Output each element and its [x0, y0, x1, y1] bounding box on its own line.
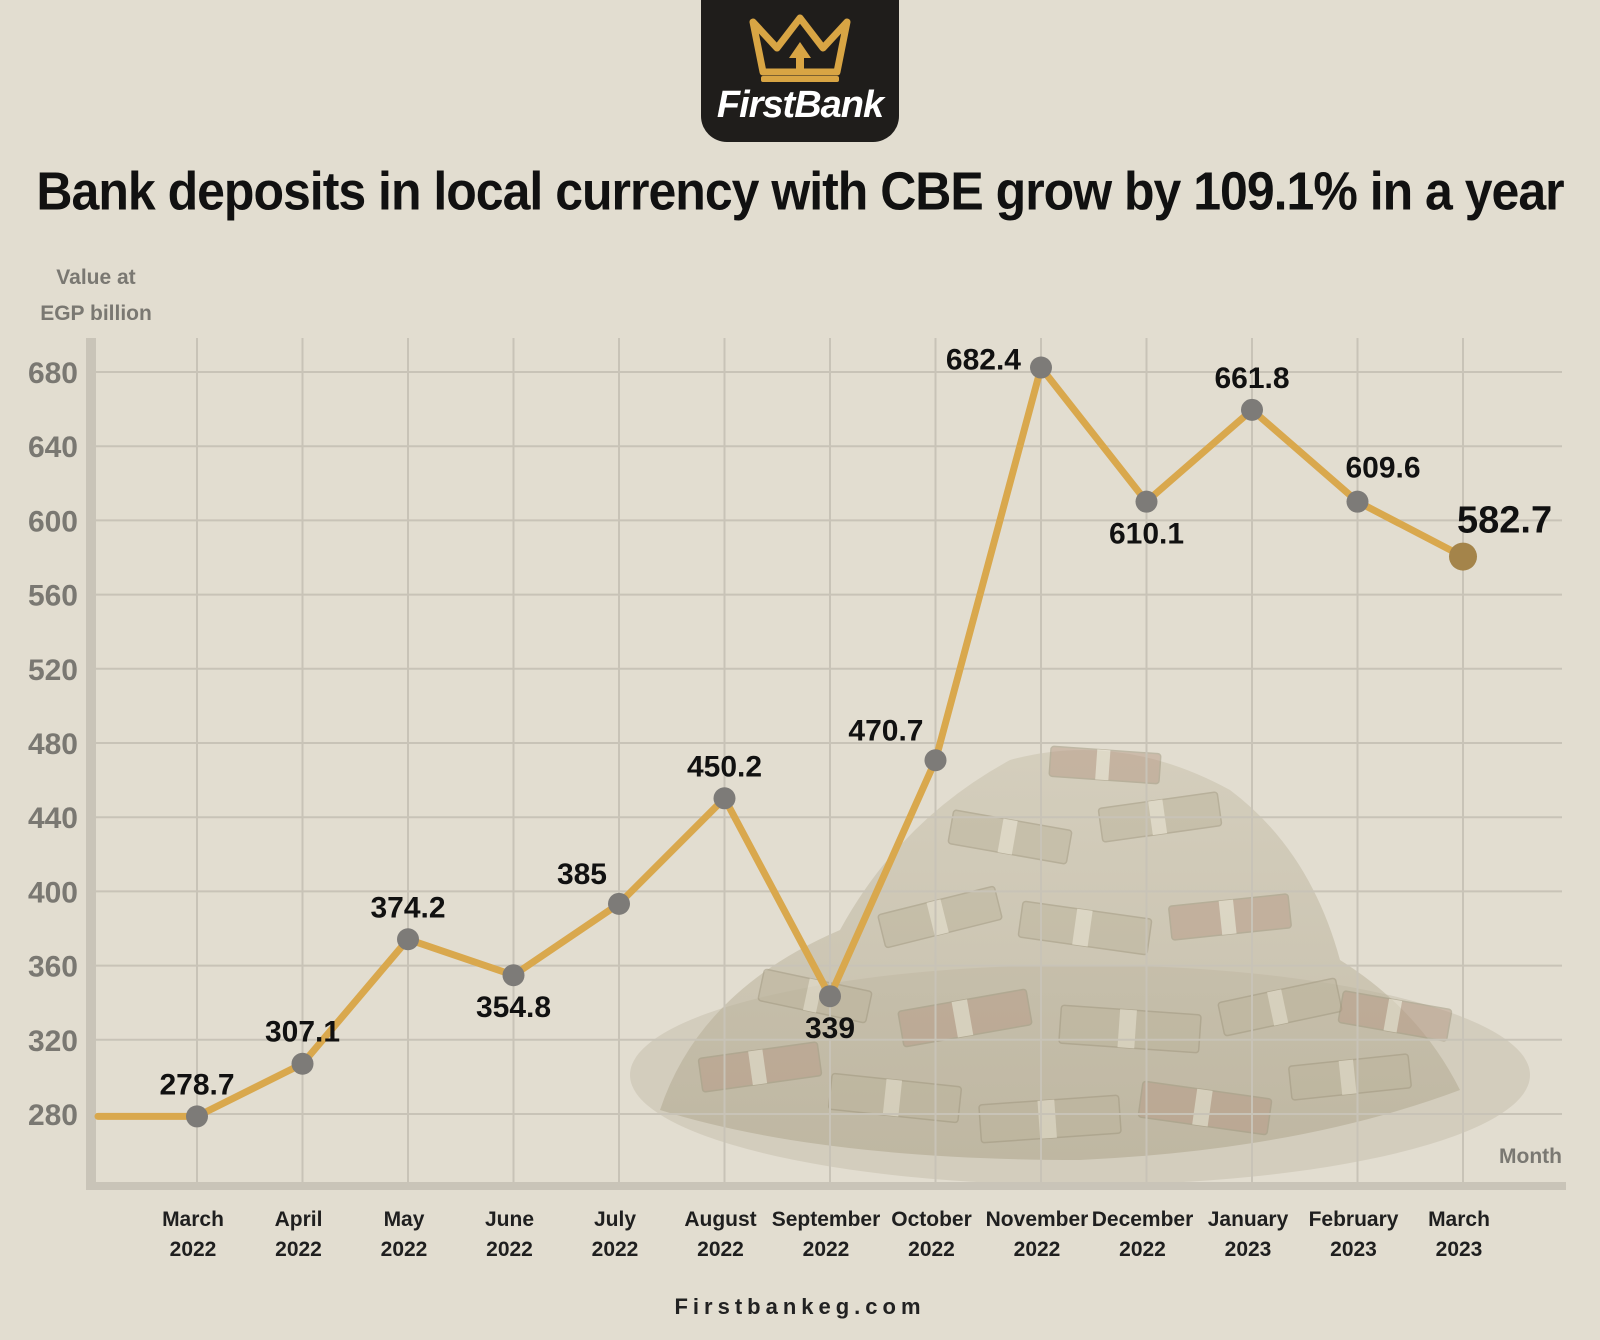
y-tick-label: 440	[28, 802, 78, 835]
banknote-stack	[697, 1041, 823, 1093]
y-axis-ticks: 280 320 360 400 440 480 520 560 600 640 680	[28, 357, 78, 1132]
data-label: 610.1	[1109, 518, 1184, 551]
x-tick-label: January 2023	[1208, 1208, 1289, 1261]
x-tick-label: November 2022	[986, 1208, 1089, 1261]
data-label: 450.2	[687, 750, 762, 783]
banknote-stack	[1168, 893, 1292, 941]
firstbank-logo: FirstBank	[701, 0, 899, 142]
data-point	[924, 749, 947, 772]
banknote-stack	[897, 988, 1033, 1048]
data-label: 661.8	[1214, 362, 1289, 395]
y-axis-label-line2: EGP billion	[40, 302, 152, 325]
website-footer: Firstbankeg.com	[674, 1294, 926, 1319]
data-labels: 278.7 307.1 374.2 354.8 385 450.2 339 470.7 682.…	[159, 344, 1552, 1102]
data-point	[291, 1052, 314, 1075]
y-tick-label: 480	[28, 728, 78, 761]
x-tick-label: June 2022	[485, 1208, 534, 1261]
data-point	[819, 985, 841, 1008]
x-tick-label: May 2022	[381, 1208, 428, 1261]
x-tick-label: February 2023	[1309, 1208, 1399, 1261]
data-label: 470.7	[848, 714, 923, 747]
banknote-stack	[1058, 1004, 1202, 1054]
pile-body	[660, 750, 1460, 1160]
banknote-stack	[1288, 1053, 1412, 1101]
x-tick-label: September 2022	[772, 1208, 881, 1261]
data-label: 278.7	[159, 1068, 234, 1101]
data-point	[713, 787, 736, 810]
chart-title: Bank deposits in local currency with CBE…	[36, 161, 1564, 222]
y-tick-label: 680	[28, 357, 78, 390]
banknote-stack	[1017, 900, 1153, 956]
y-tick-label: 640	[28, 431, 78, 464]
logo-wordmark: FirstBank	[716, 84, 884, 126]
y-axis-label-line1: Value at	[56, 266, 136, 289]
banknote-stack	[757, 968, 873, 1024]
y-tick-label: 320	[28, 1025, 78, 1058]
data-label: 339	[805, 1012, 855, 1045]
data-point	[608, 892, 630, 915]
x-tick-label: August 2022	[684, 1208, 756, 1261]
x-tick-label: July 2022	[592, 1208, 639, 1261]
x-axis-ticks: March 2022 April 2022 May 2022 June 2022 July 202…	[162, 1208, 1490, 1261]
banknote-stack	[1137, 1080, 1273, 1136]
chart-grid	[94, 338, 1562, 1182]
y-tick-label: 560	[28, 580, 78, 613]
data-label: 354.8	[476, 991, 551, 1024]
y-tick-label: 360	[28, 951, 78, 984]
x-tick-label: March 2023	[1428, 1208, 1490, 1261]
y-tick-label: 280	[28, 1099, 78, 1132]
y-tick-label: 400	[28, 876, 78, 909]
data-point	[1346, 490, 1369, 513]
x-tick-label: December 2022	[1092, 1208, 1194, 1261]
x-tick-label: March 2022	[162, 1208, 224, 1261]
y-tick-label: 520	[28, 654, 78, 687]
y-tick-label: 600	[28, 505, 78, 538]
data-point	[1030, 356, 1052, 379]
x-axis-label: Month	[1499, 1145, 1562, 1168]
data-label: 582.7	[1457, 500, 1552, 542]
data-point	[1135, 490, 1158, 513]
data-point	[1449, 542, 1477, 571]
data-label: 307.1	[265, 1016, 340, 1049]
money-pile-decoration	[630, 745, 1530, 1185]
data-point	[397, 928, 419, 951]
x-tick-label: October 2022	[891, 1208, 972, 1261]
crown-icon	[749, 14, 851, 82]
banknote-stack	[1217, 977, 1343, 1037]
x-axis-line	[86, 1182, 1566, 1190]
banknote-stack	[1048, 745, 1162, 785]
data-label: 682.4	[946, 344, 1021, 377]
data-point	[186, 1105, 208, 1128]
data-label: 609.6	[1346, 452, 1421, 485]
data-point	[502, 964, 525, 987]
data-label: 385	[557, 858, 607, 891]
data-points	[186, 356, 1477, 1128]
x-tick-label: April 2022	[275, 1208, 323, 1261]
y-axis-line	[86, 338, 96, 1190]
banknote-stack	[828, 1072, 962, 1124]
data-point	[1241, 398, 1263, 421]
chart-axes	[86, 338, 1566, 1190]
data-label: 374.2	[370, 891, 445, 924]
banknote-stack	[1337, 990, 1453, 1042]
